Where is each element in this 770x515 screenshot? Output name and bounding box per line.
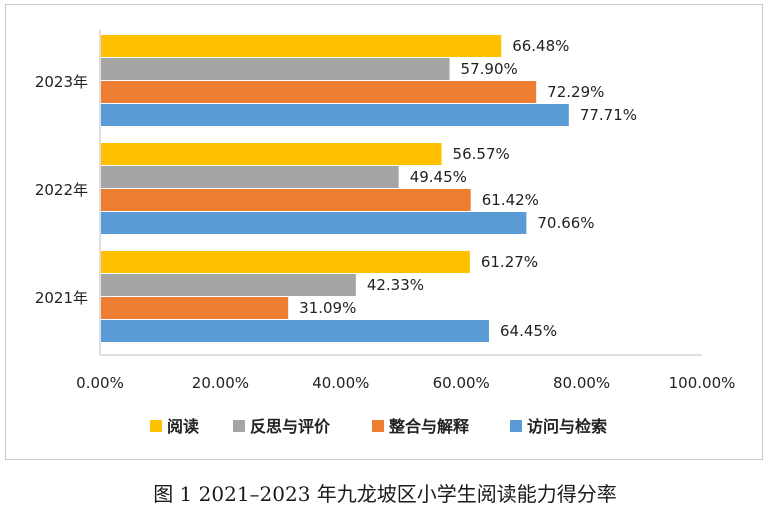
figure-caption: 图 1 2021–2023 年九龙坡区小学生阅读能力得分率 [153, 482, 617, 506]
legend-swatch-1 [233, 420, 245, 432]
bar-2-1 [101, 274, 356, 296]
legend-label-1: 反思与评价 [250, 417, 331, 436]
legend-label-2: 整合与解释 [388, 417, 470, 436]
bar-0-1 [101, 58, 450, 80]
bar-1-2 [101, 189, 471, 211]
legend-swatch-2 [372, 420, 384, 432]
data-label-2-0: 61.27% [481, 253, 538, 271]
bar-2-2 [101, 297, 289, 319]
bar-0-3 [101, 104, 569, 126]
bar-1-1 [101, 166, 399, 188]
data-label-1-1: 49.45% [410, 168, 467, 186]
bar-0-2 [101, 81, 537, 103]
x-tick-label-4: 80.00% [553, 374, 610, 392]
data-label-0-0: 66.48% [512, 37, 569, 55]
data-label-1-0: 56.57% [453, 145, 510, 163]
bar-chart: 66.48% 57.90% 72.29% 77.71% 2023年 56.57% 49.45… [35, 30, 736, 436]
data-label-0-3: 77.71% [580, 106, 637, 124]
x-tick-label-5: 100.00% [669, 374, 736, 392]
x-tick-label-0: 0.00% [76, 374, 124, 392]
category-label-2: 2021年 [35, 289, 88, 307]
bar-1-3 [101, 212, 527, 234]
bar-2-3 [101, 320, 489, 342]
data-label-2-3: 64.45% [500, 322, 557, 340]
legend-label-3: 访问与检索 [527, 417, 607, 436]
bar-2-0 [101, 251, 470, 273]
x-tick-label-2: 40.00% [312, 374, 369, 392]
bar-0-0 [101, 35, 502, 57]
bar-1-0 [101, 143, 442, 165]
legend-label-0: 阅读 [167, 417, 199, 436]
category-label-1: 2022年 [35, 181, 88, 199]
data-label-2-1: 42.33% [367, 276, 424, 294]
data-label-2-2: 31.09% [299, 299, 356, 317]
data-label-0-1: 57.90% [461, 60, 518, 78]
data-label-0-2: 72.29% [547, 83, 604, 101]
legend-swatch-3 [510, 420, 522, 432]
data-label-1-2: 61.42% [482, 191, 539, 209]
x-tick-label-1: 20.00% [192, 374, 249, 392]
data-label-1-3: 70.66% [537, 214, 594, 232]
category-label-0: 2023年 [35, 73, 88, 91]
x-tick-label-3: 60.00% [433, 374, 490, 392]
legend-swatch-0 [150, 420, 162, 432]
